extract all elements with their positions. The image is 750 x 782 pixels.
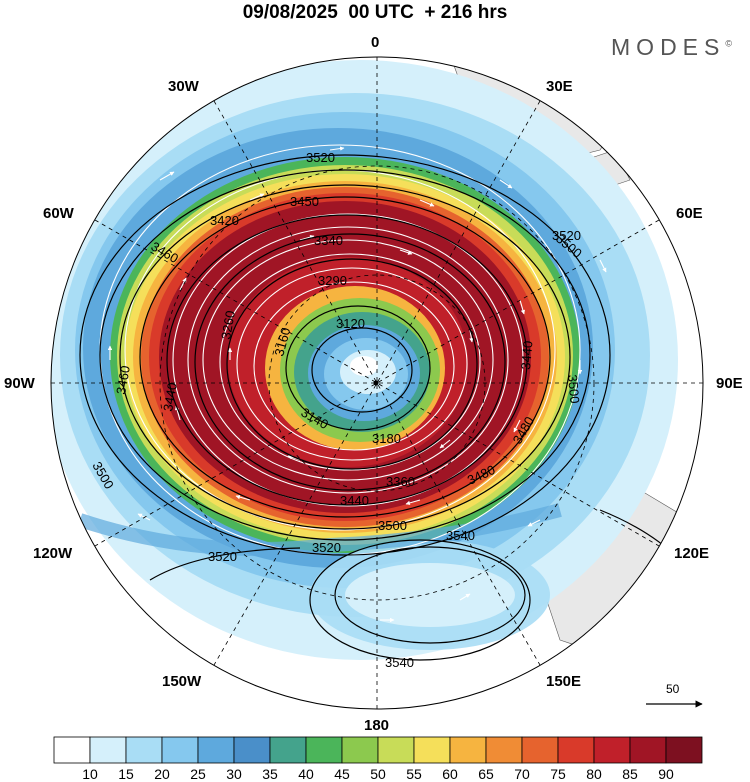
- colorbar-swatch: [89, 736, 127, 764]
- colorbar-tick-label: 30: [226, 766, 242, 782]
- map-title: 09/08/2025 00 UTC + 216 hrs: [242, 2, 508, 23]
- colorbar-tick-label: 70: [514, 766, 530, 782]
- contour-label: 3440: [160, 381, 180, 412]
- colorbar-tick-label: 60: [442, 766, 458, 782]
- map-field: [51, 57, 703, 709]
- contour-label: 3340: [314, 233, 343, 248]
- colorbar-tick-label: 45: [334, 766, 350, 782]
- contour-label: 3540: [446, 528, 475, 543]
- lon-label-120e: 120E: [674, 545, 710, 562]
- lon-label-150w: 150W: [162, 673, 202, 690]
- contour-label: 3420: [210, 213, 239, 228]
- colorbar-tick-label: 10: [82, 766, 98, 782]
- contour-label: 3500: [378, 518, 407, 533]
- colorbar-swatch: [53, 736, 91, 764]
- colorbar-swatch: [125, 736, 163, 764]
- colorbar-tick-label: 40: [298, 766, 314, 782]
- contour-label: 3180: [372, 431, 401, 446]
- contour-label: 3290: [318, 273, 347, 288]
- colorbar-swatch: [557, 736, 595, 764]
- lon-label-30e: 30E: [546, 78, 573, 95]
- streamlines: [99, 144, 581, 556]
- map-border: [50, 56, 704, 710]
- brand-text: MODES: [611, 34, 726, 60]
- contour-label: 3440: [340, 493, 369, 508]
- graticule: [51, 57, 703, 709]
- contour-label: 3440: [518, 340, 535, 370]
- colorbar-swatch: [197, 736, 235, 764]
- colorbar-tick-label: 55: [406, 766, 422, 782]
- colorbar-tick-label: 50: [370, 766, 386, 782]
- contour-label: 3540: [385, 655, 414, 670]
- lon-label-90e: 90E: [716, 375, 743, 392]
- colorbar-tick-label: 25: [190, 766, 206, 782]
- lon-label-60w: 60W: [43, 205, 74, 222]
- contour-label: 3360: [386, 474, 415, 489]
- colorbar-swatch: [485, 736, 523, 764]
- colorbar-swatch: [449, 736, 487, 764]
- modes-logo: MODES©: [611, 34, 732, 61]
- height-contours: [79, 154, 681, 661]
- contour-label: 3260: [218, 309, 238, 340]
- colorbar-swatch: [305, 736, 343, 764]
- colorbar-tick-label: 90: [658, 766, 674, 782]
- contour-label: 3520: [552, 228, 581, 243]
- colorbar-tick-label: 20: [154, 766, 170, 782]
- colorbar-tick-label: 85: [622, 766, 638, 782]
- colorbar-swatch: [341, 736, 379, 764]
- colorbar-swatch: [233, 736, 271, 764]
- contour-label: 3160: [271, 326, 293, 358]
- colorbar-swatch: [521, 736, 559, 764]
- colorbar-swatch: [377, 736, 415, 764]
- lon-label-90w: 90W: [4, 375, 35, 392]
- colorbar-tick-label: 15: [118, 766, 134, 782]
- contour-label: 3460: [113, 364, 133, 395]
- contour-label: 3520: [306, 150, 335, 165]
- vector-reference-label: 50: [666, 682, 680, 696]
- brand-mark: ©: [725, 38, 732, 49]
- colorbar-swatch: [665, 736, 703, 764]
- contour-label: 3520: [208, 549, 237, 564]
- colorbar-tick-label: 65: [478, 766, 494, 782]
- colorbar-swatch: [629, 736, 667, 764]
- colorbar-swatch: [161, 736, 199, 764]
- lon-label-180: 180: [364, 717, 390, 734]
- colorbar-swatch: [269, 736, 307, 764]
- colorbar-tick-label: 75: [550, 766, 566, 782]
- colorbar-swatch: [413, 736, 451, 764]
- lon-label-150e: 150E: [546, 673, 582, 690]
- lon-label-30w: 30W: [168, 78, 199, 95]
- contour-label: 3520: [312, 540, 341, 555]
- colorbar: [53, 736, 703, 764]
- colorbar-tick-label: 35: [262, 766, 278, 782]
- lon-label-60e: 60E: [676, 205, 703, 222]
- colorbar-swatch: [593, 736, 631, 764]
- colorbar-tick-label: 80: [586, 766, 602, 782]
- contour-label-group: 3520 3500 3460 3420 3450 3340 3290 3260 …: [89, 150, 584, 670]
- stream-arrows: [107, 146, 607, 623]
- contour-label: 3500: [565, 374, 582, 404]
- contour-label: 3450: [290, 194, 319, 209]
- contour-label: 3120: [336, 316, 365, 331]
- lon-label-120w: 120W: [33, 545, 73, 562]
- lon-label-0: 0: [371, 34, 380, 51]
